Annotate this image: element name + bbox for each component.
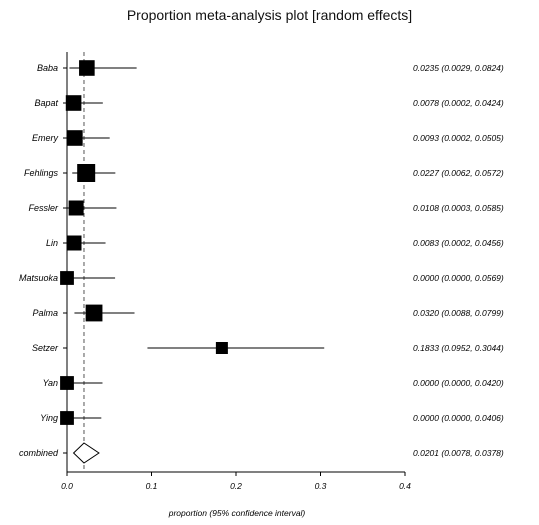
estimate-square: [66, 235, 82, 251]
study-label: Matsuoka: [19, 273, 58, 283]
study-label: Bapat: [34, 98, 58, 108]
estimate-square: [60, 376, 74, 390]
study-row: Yan 0.0000 (0.0000, 0.0420): [43, 376, 504, 390]
ci-text: 0.0078 (0.0002, 0.0424): [413, 98, 504, 108]
estimate-square: [85, 304, 103, 322]
ci-text: 0.0227 (0.0062, 0.0572): [413, 168, 504, 178]
x-axis-label: proportion (95% confidence interval): [168, 508, 306, 518]
combined-label: combined: [19, 448, 59, 458]
study-label: Emery: [32, 133, 59, 143]
estimate-square: [79, 60, 95, 76]
study-row: Matsuoka 0.0000 (0.0000, 0.0569): [19, 271, 504, 285]
study-row: Emery 0.0093 (0.0002, 0.0505): [32, 130, 504, 146]
ci-text: 0.0320 (0.0088, 0.0799): [413, 308, 504, 318]
estimate-square: [215, 342, 228, 354]
axes: [66, 52, 405, 473]
study-label: Fehlings: [24, 168, 59, 178]
study-row: Fehlings 0.0227 (0.0062, 0.0572): [24, 164, 504, 182]
estimate-square: [60, 271, 74, 285]
study-label: Fessler: [28, 203, 59, 213]
x-tick-label: 0.0: [61, 481, 73, 491]
ci-text: 0.0000 (0.0000, 0.0420): [413, 378, 504, 388]
study-label: Setzer: [32, 343, 59, 353]
x-tick-label: 0.2: [230, 481, 242, 491]
ci-text: 0.0093 (0.0002, 0.0505): [413, 133, 504, 143]
x-ticks: 0.0 0.1 0.2 0.3 0.4: [61, 472, 411, 491]
study-row: Setzer 0.1833 (0.0952, 0.3044): [32, 342, 504, 354]
study-label: Lin: [46, 238, 58, 248]
estimate-square: [65, 95, 82, 111]
study-label: Ying: [40, 413, 58, 423]
ci-text: 0.0083 (0.0002, 0.0456): [413, 238, 504, 248]
x-tick-label: 0.3: [315, 481, 327, 491]
x-tick-label: 0.4: [399, 481, 411, 491]
study-label: Baba: [37, 63, 58, 73]
ci-text: 0.0000 (0.0000, 0.0569): [413, 273, 504, 283]
combined-ci-text: 0.0201 (0.0078, 0.0378): [413, 448, 504, 458]
study-label: Palma: [32, 308, 58, 318]
x-tick-label: 0.1: [146, 481, 158, 491]
study-row: Ying 0.0000 (0.0000, 0.0406): [40, 411, 504, 425]
estimate-square: [68, 200, 84, 216]
study-row: Bapat 0.0078 (0.0002, 0.0424): [34, 95, 504, 111]
estimate-square: [60, 411, 74, 425]
study-row: Lin 0.0083 (0.0002, 0.0456): [46, 235, 504, 251]
ci-text: 0.1833 (0.0952, 0.3044): [413, 343, 504, 353]
ci-text: 0.0235 (0.0029, 0.0824): [413, 63, 504, 73]
combined-row: combined 0.0201 (0.0078, 0.0378): [19, 442, 504, 464]
ci-text: 0.0108 (0.0003, 0.0585): [413, 203, 504, 213]
chart-title: Proportion meta-analysis plot [random ef…: [126, 7, 413, 23]
study-row: Baba 0.0235 (0.0029, 0.0824): [37, 60, 504, 76]
combined-diamond: [72, 442, 100, 464]
estimate-square: [67, 130, 83, 146]
study-rows: Baba 0.0235 (0.0029, 0.0824) Bapat 0.0078 (…: [19, 60, 504, 425]
ci-text: 0.0000 (0.0000, 0.0406): [413, 413, 504, 423]
study-row: Fessler 0.0108 (0.0003, 0.0585): [28, 200, 504, 216]
study-label: Yan: [43, 378, 58, 388]
study-row: Palma 0.0320 (0.0088, 0.0799): [32, 304, 504, 322]
estimate-square: [77, 164, 96, 182]
